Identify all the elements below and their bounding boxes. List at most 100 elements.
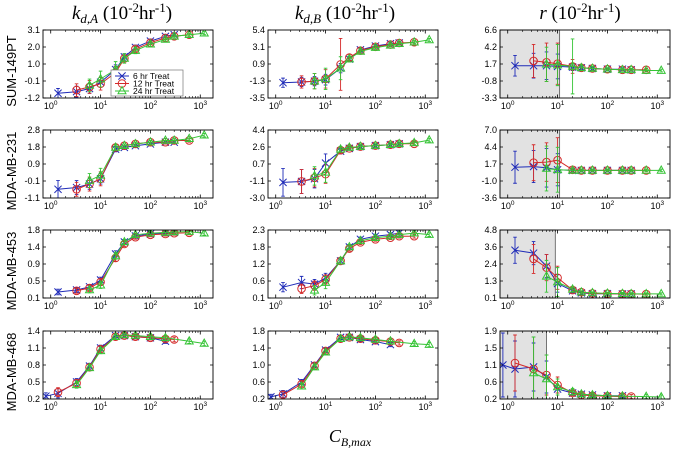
- row-label-sum149pt: SUM-149PT: [4, 35, 19, 107]
- series-line: [314, 232, 430, 291]
- x-tick-label: 100: [269, 200, 283, 211]
- marker-triangle: [541, 163, 552, 172]
- x-tick-label: 102: [601, 300, 615, 311]
- marker-circle: [297, 284, 306, 294]
- x-tick-label: 101: [551, 401, 565, 412]
- series-line: [57, 231, 175, 293]
- x-tick-label: 103: [418, 200, 432, 211]
- marker-triangle: [541, 58, 552, 68]
- series-2: [541, 145, 667, 193]
- marker-triangle: [184, 230, 195, 235]
- x-tick-label: 100: [44, 300, 58, 311]
- error-bar: [312, 166, 317, 186]
- marker-triangle: [344, 241, 355, 251]
- marker-triangle: [117, 85, 127, 95]
- y-tick-label: 0.2: [484, 394, 497, 404]
- error-bar: [531, 144, 536, 182]
- series-2: [309, 230, 435, 296]
- marker-triangle: [424, 34, 435, 44]
- x-tick-label: 103: [650, 401, 664, 412]
- marker-triangle: [309, 361, 320, 371]
- marker-triangle: [199, 130, 210, 139]
- marker-triangle: [626, 164, 637, 174]
- marker-triangle: [617, 164, 628, 174]
- marker-triangle: [84, 284, 95, 294]
- marker-triangle: [541, 373, 552, 383]
- panel-r1-c2: -3.6 -1.0 1.7 4.4 7.0 100 101 102 103: [481, 125, 671, 211]
- marker-circle: [529, 158, 538, 168]
- marker-triangle: [409, 137, 420, 147]
- marker-triangle: [587, 63, 598, 72]
- x-tick-label: 102: [369, 200, 383, 211]
- column-title-kdB: kd,B (10-2hr-1): [295, 0, 395, 26]
- y-tick-label: 0.1: [252, 293, 265, 303]
- series-line: [89, 134, 205, 182]
- x-tick-label: 101: [94, 401, 108, 412]
- marker-triangle: [184, 30, 195, 39]
- x-tick-label: 101: [551, 300, 565, 311]
- marker-triangle: [626, 64, 637, 74]
- panel-r0-c1: -3.5 -1.3 0.9 3.1 5.4 100 101 102 103: [249, 25, 439, 111]
- marker-triangle: [110, 250, 121, 260]
- marker-triangle: [84, 175, 95, 184]
- column-title-kdA: kd,A (10-2hr-1): [72, 0, 172, 26]
- marker-x: [54, 185, 62, 194]
- marker-triangle: [541, 270, 552, 280]
- marker-triangle: [424, 134, 435, 144]
- y-tick-label: 3.6: [484, 242, 497, 252]
- panel-r3-c1: 0.2 0.6 1.0 1.4 1.8 100 101 102 103: [252, 326, 439, 412]
- marker-triangle: [130, 331, 141, 339]
- marker-triangle: [567, 283, 578, 293]
- y-tick-label: -0.1: [24, 176, 40, 186]
- marker-triangle: [309, 75, 320, 85]
- marker-triangle: [335, 255, 346, 265]
- shaded-region: [499, 29, 561, 99]
- marker-triangle: [567, 164, 578, 174]
- marker-triangle: [370, 140, 381, 149]
- title-close: ): [389, 3, 395, 24]
- title-subscript: d,B: [303, 11, 321, 26]
- x-tick-label: 101: [319, 300, 333, 311]
- marker-x: [279, 78, 287, 87]
- y-tick-label: 1.1: [484, 360, 497, 370]
- marker-triangle: [385, 139, 396, 149]
- marker-triangle: [119, 331, 130, 339]
- plot-content: [500, 332, 666, 399]
- marker-x: [279, 283, 287, 292]
- plot-content: [54, 130, 210, 198]
- marker-triangle: [602, 164, 613, 174]
- x-tick-label: 101: [94, 200, 108, 211]
- series-2: [71, 331, 210, 389]
- y-tick-label: 0.1: [27, 293, 40, 303]
- panel-r1-c1: -3.0 -1.1 0.7 2.6 4.4 100 101 102 103: [249, 125, 439, 211]
- marker-x: [118, 72, 126, 80]
- series-2: [309, 34, 435, 91]
- title-unit-tail: hr: [362, 3, 379, 24]
- marker-triangle: [110, 331, 121, 340]
- marker-triangle: [184, 133, 195, 143]
- title-subscript: d,A: [80, 11, 98, 26]
- series-line: [314, 139, 430, 177]
- title-unit-exp: -1: [378, 0, 389, 15]
- x-tick-label: 102: [369, 401, 383, 412]
- marker-triangle: [576, 62, 587, 72]
- marker-triangle: [552, 276, 563, 286]
- marker-triangle: [355, 332, 366, 342]
- marker-triangle: [95, 345, 106, 355]
- marker-triangle: [587, 287, 598, 297]
- marker-triangle: [385, 335, 396, 345]
- marker-triangle: [576, 286, 587, 296]
- panel-r2-c1: 0.1 0.6 1.2 1.8 2.3 100 101 102 103: [252, 225, 439, 311]
- y-tick-label: 4.4: [484, 142, 497, 152]
- series-1: [72, 230, 194, 296]
- marker-triangle: [424, 339, 435, 348]
- plot-area: [268, 30, 438, 98]
- x-tick-label: 103: [650, 200, 664, 211]
- series-2: [528, 336, 666, 399]
- marker-triangle: [335, 333, 346, 342]
- title-close: ): [614, 3, 620, 24]
- y-tick-label: -3.5: [249, 93, 265, 103]
- y-tick-label: -1.1: [24, 193, 40, 203]
- marker-triangle: [552, 59, 563, 69]
